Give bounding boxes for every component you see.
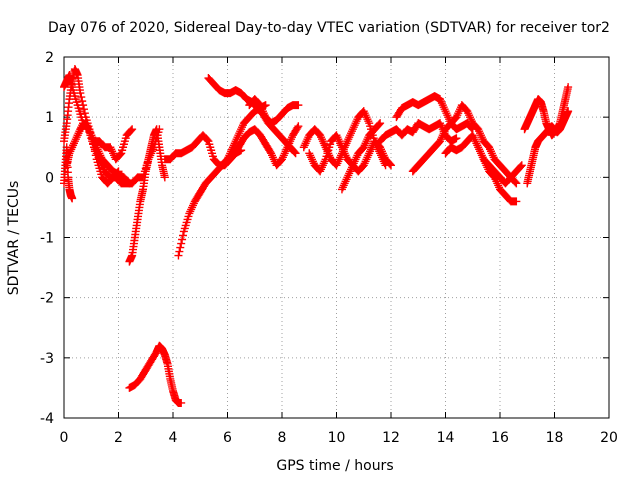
x-tick-label: 2	[114, 430, 123, 446]
data-point-markers	[392, 92, 477, 134]
data-point-markers	[376, 119, 461, 146]
series-arc-22	[520, 83, 573, 140]
y-tick-label: 1	[45, 110, 54, 126]
data-marks	[60, 65, 573, 407]
series-arc-7	[125, 341, 186, 407]
y-tick-label: 0	[45, 170, 54, 186]
series-arc-17	[392, 92, 477, 134]
data-point-markers	[125, 341, 186, 407]
x-tick-label: 20	[600, 430, 618, 446]
x-tick-label: 12	[382, 430, 400, 446]
chart-title: Day 076 of 2020, Sidereal Day-to-day VTE…	[48, 20, 610, 36]
data-point-markers	[520, 83, 573, 140]
series-arc-18	[408, 101, 521, 188]
x-tick-label: 10	[328, 430, 346, 446]
series-arc-12	[245, 95, 303, 128]
series-arc-16	[376, 119, 461, 146]
data-point-markers	[218, 122, 303, 170]
y-tick-label: 2	[45, 50, 54, 66]
x-tick-label: 14	[437, 430, 455, 446]
x-tick-label: 8	[278, 430, 287, 446]
y-tick-label: -1	[40, 231, 54, 247]
data-point-markers	[408, 101, 521, 188]
data-point-markers	[245, 95, 303, 128]
series-arc-20	[479, 155, 526, 188]
x-axis-label: GPS time / hours	[276, 458, 393, 474]
y-tick-label: -4	[40, 411, 54, 427]
data-point-markers	[337, 119, 385, 194]
x-tick-label: 16	[491, 430, 509, 446]
x-tick-label: 0	[60, 430, 69, 446]
series-arc-15	[337, 119, 385, 194]
x-tick-label: 4	[169, 430, 178, 446]
x-tick-label: 18	[546, 430, 564, 446]
y-axis-label: SDTVAR / TECUs	[6, 181, 22, 296]
y-tick-label: -3	[40, 351, 54, 367]
y-tick-label: -2	[40, 291, 54, 307]
grid	[64, 57, 609, 418]
x-tick-label: 6	[223, 430, 232, 446]
series-arc-11	[218, 122, 303, 170]
data-point-markers	[479, 155, 526, 188]
